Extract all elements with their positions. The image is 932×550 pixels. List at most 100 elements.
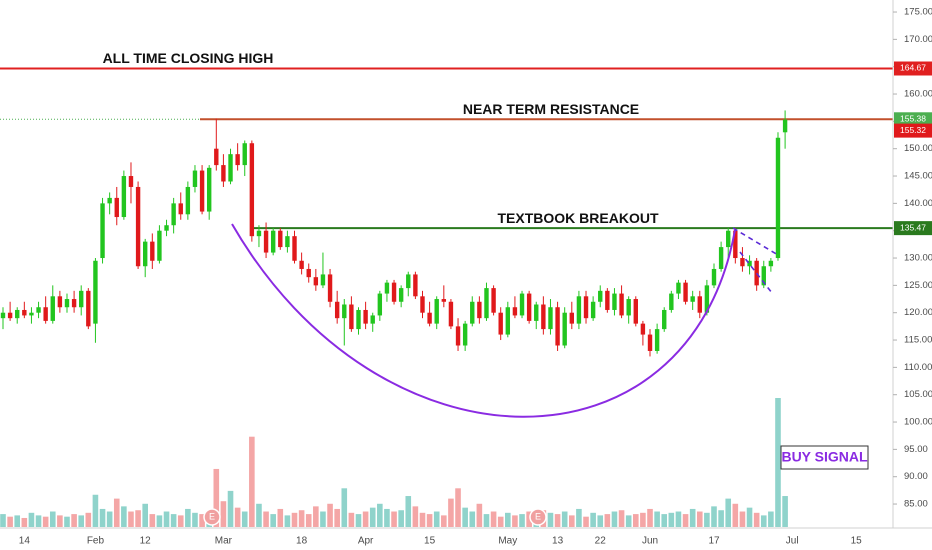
candle-body [178,203,183,215]
volume-bar [277,508,284,527]
volume-bar [256,503,262,527]
candle-body [214,148,219,166]
candle-body [93,260,98,324]
volume-bar [668,512,675,527]
candle-body [590,301,596,319]
candle-body [619,293,624,316]
candle-body [86,290,91,327]
candle-body [704,285,710,313]
volume-bar [554,514,561,527]
candle-body [640,323,646,335]
x-tick-label: 18 [296,536,308,547]
volume-bar [85,512,92,527]
level-name: NEAR TERM RESISTANCE [463,101,639,117]
candle-body [477,301,482,319]
candle-body [15,309,20,319]
volume-bar [547,512,554,527]
volume-bar [42,516,49,527]
candle-body [484,288,489,319]
volume-bar [142,503,148,527]
volume-bar [497,516,504,527]
volume-bar [92,494,99,527]
candle-body [526,293,532,321]
candle-body [427,312,432,324]
candle-body [270,230,276,253]
candle-body [36,307,41,313]
candle-body [512,307,518,316]
candle-body [683,282,688,302]
volume-bar [185,508,191,527]
candle-body [406,274,411,289]
volume-bar [0,514,6,527]
candle-body [441,299,447,302]
candle-body [654,329,660,351]
volume-bar [760,515,767,527]
annotation: BUY SIGNAL [781,449,868,465]
candle-body [164,225,169,231]
candle-body [370,315,375,324]
volume-bar [199,514,205,527]
y-tick-label: 125.00 [904,280,932,291]
candle-body [292,236,297,261]
candle-body [541,304,546,330]
y-tick-label: 170.00 [904,34,932,45]
y-tick-label: 130.00 [904,253,932,264]
volume-bar [163,511,170,527]
candle-body [434,299,439,324]
candle-body [768,260,774,267]
volume-bar [419,512,426,527]
candle-body [278,230,283,248]
candle-body [57,296,63,308]
x-tick-label: 17 [708,536,720,547]
volume-bar [448,498,454,527]
annotation-box [780,445,869,470]
candle-body [356,309,361,330]
volume-bar [782,496,788,527]
volume-bar [739,511,746,527]
candle-body [470,301,475,324]
candle-body [171,203,176,226]
volume-bar [213,468,220,527]
volume-bar [106,511,113,527]
volume-bar [14,515,21,527]
volume-bar [718,510,724,527]
level-name: ALL TIME CLOSING HIGH [103,50,274,66]
volume-bar [384,508,390,527]
x-tick-label: Apr [358,536,374,547]
y-tick-label: 150.00 [904,143,932,154]
candle-body [782,119,788,133]
event-marker: E [529,508,547,526]
event-label: E [209,511,215,521]
volume-bar [519,514,525,527]
candle-body [398,288,404,302]
volume-bar [227,490,234,527]
candle-body [0,312,6,319]
x-tick-label: Mar [215,536,233,547]
candle-body [206,167,212,212]
candle-body [256,230,262,237]
volume-bar [441,515,447,527]
level-layer [0,67,893,230]
candle-body [263,230,269,253]
x-tick-label: 15 [424,536,436,547]
volume-bar [71,514,77,527]
volume-bar [597,515,604,527]
candle-body [242,143,247,166]
candle-body [327,274,333,302]
volume-bar [711,506,717,527]
candle-body [555,307,560,346]
volume-bar [270,514,276,527]
volume-bar [334,508,340,527]
volume-bar [618,510,625,527]
last-price-label: 155.32 [900,125,926,135]
candle-body [676,282,681,294]
volume-bar [526,511,532,527]
volume-bar [490,511,497,527]
candle-body [548,307,553,330]
event-marker: E [203,508,221,526]
y-tick-label: 145.00 [904,171,932,182]
volume-bar [476,503,483,527]
candle-body [313,277,319,286]
volume-bar [696,511,703,527]
volume-bar [362,511,369,527]
